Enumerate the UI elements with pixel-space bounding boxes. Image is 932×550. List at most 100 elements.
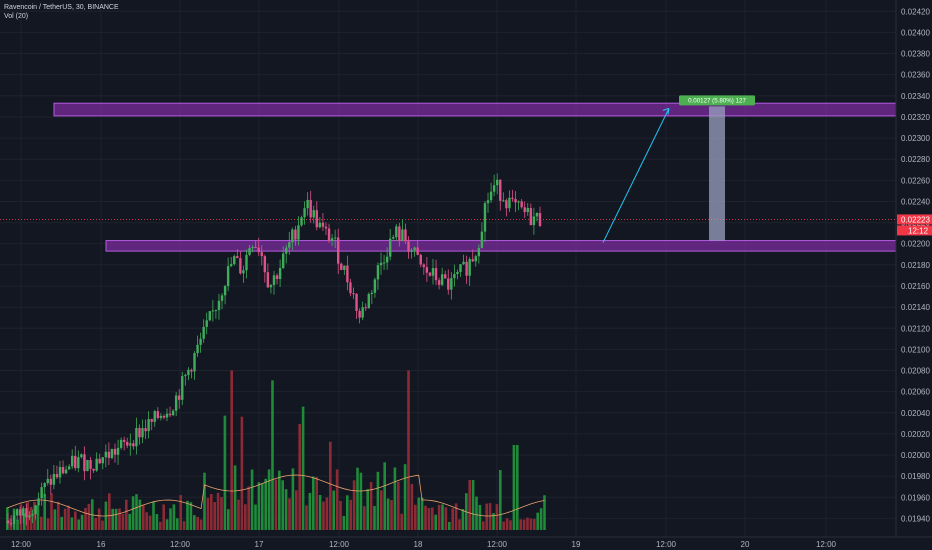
volume-bar xyxy=(19,504,23,530)
candle-body xyxy=(135,427,138,447)
candle-body xyxy=(410,250,413,252)
candle-body xyxy=(233,256,236,265)
volume-bar xyxy=(281,480,284,530)
volume-bar xyxy=(264,478,267,530)
volume-bar xyxy=(244,504,247,530)
volume-bar xyxy=(97,508,101,530)
candle-body xyxy=(12,515,16,524)
candle-body xyxy=(453,273,456,279)
price-tick-label: 0.02120 xyxy=(901,324,930,333)
time-tick-label: 12:00 xyxy=(656,540,677,549)
candle-body xyxy=(425,267,429,273)
candle-body xyxy=(193,353,196,372)
symbol-title[interactable]: Ravencoin / TetherUS, 30, BINANCE xyxy=(4,4,119,11)
volume-bar xyxy=(203,472,206,530)
time-tick-label: 12:00 xyxy=(170,540,191,549)
candle-body xyxy=(220,295,224,301)
volume-bar xyxy=(458,519,461,530)
volume-bar xyxy=(186,500,189,530)
candle-body xyxy=(349,282,352,294)
candle-body xyxy=(168,413,172,416)
support-resistance-zones[interactable] xyxy=(53,102,897,252)
volume-bar xyxy=(301,406,305,530)
price-tick-label: 0.01960 xyxy=(901,493,930,502)
price-projection-tool[interactable]: 0.00127 (5.80%) 127 xyxy=(602,95,755,243)
candle-body xyxy=(422,264,426,268)
volume-bar xyxy=(325,497,329,530)
price-tick-label: 0.02020 xyxy=(901,430,930,439)
volume-bar xyxy=(533,518,536,530)
candle-body xyxy=(226,266,230,287)
price-tick-label: 0.02180 xyxy=(901,261,930,270)
candle-body xyxy=(239,258,242,274)
volume-bar xyxy=(288,498,291,530)
candle-body xyxy=(208,311,211,321)
time-tick-label: 12:00 xyxy=(11,540,32,549)
volume-bar xyxy=(121,514,125,530)
candle-body xyxy=(361,307,364,318)
volume-bar xyxy=(451,508,454,530)
volume-bar xyxy=(410,483,414,530)
time-tick-label: 12:00 xyxy=(329,540,350,549)
volume-bar xyxy=(369,482,373,530)
time-axis[interactable]: 12:00 16 12:00 17 12:00 18 12:00 19 12:00 20 12:00 xyxy=(0,536,932,549)
candle-body xyxy=(74,455,77,469)
candle-body xyxy=(291,229,294,243)
countdown-label: 12:12 xyxy=(908,226,929,235)
candle-body xyxy=(312,210,315,218)
volume-bar xyxy=(84,507,87,530)
volume-bar xyxy=(526,517,529,530)
volume-bar xyxy=(308,492,312,530)
volume-bar xyxy=(250,469,254,530)
volume-bar xyxy=(152,501,155,530)
candle-body xyxy=(119,439,123,448)
volume-bar xyxy=(43,493,46,530)
candle-body xyxy=(107,451,111,458)
volume-bar xyxy=(162,504,165,530)
candle-body xyxy=(523,207,526,213)
candle-body xyxy=(520,201,523,208)
candle-body xyxy=(113,448,117,455)
volume-bar xyxy=(420,497,424,530)
candle-body xyxy=(309,199,312,218)
volume-bar xyxy=(393,467,397,530)
candle-body xyxy=(511,197,514,199)
candle-body xyxy=(40,487,43,499)
volume-bar xyxy=(108,493,111,530)
candle-body xyxy=(214,310,218,312)
candle-body xyxy=(450,278,453,290)
price-tick-label: 0.02160 xyxy=(901,282,930,291)
volume-bar xyxy=(26,502,29,530)
volume-bar xyxy=(482,521,485,530)
volume-bar xyxy=(512,445,516,530)
time-tick-label: 17 xyxy=(255,540,264,549)
volume-bar xyxy=(267,469,271,530)
candle-body xyxy=(165,413,169,418)
candle-body xyxy=(447,278,450,290)
volume-bar xyxy=(349,499,352,530)
volume-indicator-label[interactable]: Vol (20) xyxy=(4,13,29,20)
candle-body xyxy=(272,275,276,285)
candle-body xyxy=(343,265,346,270)
volume-bar xyxy=(16,519,19,530)
volume-bar xyxy=(441,504,444,530)
volume-bar xyxy=(169,508,172,530)
candle-body xyxy=(388,238,392,257)
candle-body xyxy=(370,292,374,294)
candle-body xyxy=(297,225,300,240)
volume-bar xyxy=(437,504,441,530)
candle-body xyxy=(129,443,132,446)
candle-body xyxy=(141,428,144,438)
candle-body xyxy=(205,320,208,327)
volume-bar xyxy=(539,508,543,530)
volume-bar xyxy=(342,515,346,530)
candle-body xyxy=(526,208,529,213)
candle-body xyxy=(303,208,306,218)
volume-ma-line xyxy=(7,474,545,517)
price-axis[interactable]: 0.02420 0.02400 0.02380 0.02360 0.02340 0.023… xyxy=(895,0,932,537)
volume-bar xyxy=(6,507,9,530)
volume-bar xyxy=(397,481,400,530)
candle-body xyxy=(535,212,539,217)
volume-bar xyxy=(101,520,104,530)
